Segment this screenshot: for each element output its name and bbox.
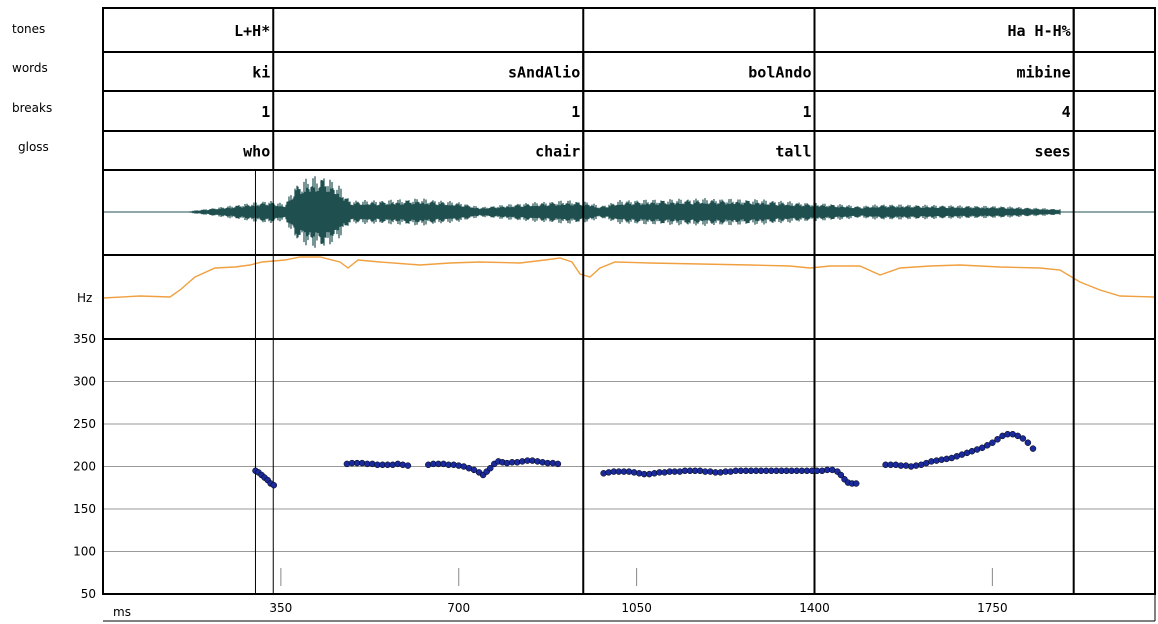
- tier-gloss-cell-0: who: [243, 143, 270, 161]
- f0-point: [978, 444, 986, 452]
- f0-point: [989, 439, 996, 446]
- figure-frame: [102, 7, 1156, 622]
- f0-point: [270, 481, 278, 489]
- y-tick-label: 350: [73, 332, 96, 346]
- f0-grid: [103, 381, 1155, 552]
- tier-label-words: words: [12, 61, 48, 75]
- y-tick-label: 100: [73, 545, 96, 559]
- tier-label-gloss: gloss: [18, 140, 49, 154]
- tier-label-breaks: breaks: [12, 101, 52, 115]
- y-tick-label: 300: [73, 375, 96, 389]
- tier-breaks-cell-2: 1: [802, 103, 811, 121]
- x-tick-label: 350: [269, 601, 292, 615]
- tier-words-cell-1: sAndAlio: [508, 64, 580, 82]
- x-axis-label: ms: [113, 605, 131, 619]
- intensity-contour: [102, 256, 1156, 299]
- tier-words-cell-2: bolAndo: [748, 64, 811, 82]
- intensity-unit-label: Hz: [77, 291, 92, 305]
- tier-gloss-cell-2: tall: [775, 143, 811, 161]
- tier-breaks-cell-3: 4: [1062, 103, 1071, 121]
- tier-label-tones: tones: [12, 22, 45, 36]
- time-x-axis: 350 700 1050 1400 1750: [269, 568, 1008, 615]
- tier-cells: L+H* Ha H-H% ki sAndAlio bolAndo mibine 1 1 1 4 wh…: [234, 8, 1075, 170]
- tier-tones-cell-0: L+H*: [234, 22, 270, 40]
- f0-point: [1019, 435, 1027, 442]
- y-tick-label: 250: [73, 417, 96, 431]
- tier-gloss-cell-3: sees: [1035, 143, 1071, 161]
- f0-point: [487, 464, 494, 472]
- f0-point: [1029, 445, 1037, 452]
- waveform-trace: [189, 176, 1061, 248]
- f0-y-axis: 50 100 150 200 250 300 350: [73, 332, 96, 601]
- f0-point: [837, 471, 845, 479]
- f0-points: [252, 430, 1037, 489]
- x-tick-label: 1050: [621, 601, 652, 615]
- y-tick-label: 50: [81, 587, 96, 601]
- waveform: [103, 176, 1155, 248]
- f0-point: [1024, 439, 1032, 446]
- tier-gloss-cell-1: chair: [535, 143, 580, 161]
- tier-words-cell-3: mibine: [1016, 64, 1070, 82]
- f0-point: [470, 466, 478, 474]
- x-tick-label: 1750: [977, 601, 1008, 615]
- f0-point: [1014, 432, 1022, 440]
- f0-point: [984, 442, 991, 449]
- f0-point: [852, 480, 860, 487]
- tier-words-cell-0: ki: [252, 64, 270, 82]
- y-tick-label: 150: [73, 502, 96, 516]
- tier-breaks-cell-0: 1: [261, 103, 270, 121]
- x-tick-label: 700: [447, 601, 470, 615]
- f0-point: [404, 462, 412, 469]
- f0-point: [994, 436, 1001, 443]
- y-tick-label: 200: [73, 460, 96, 474]
- x-tick-label: 1400: [799, 601, 830, 615]
- tier-breaks-cell-1: 1: [571, 103, 580, 121]
- tier-tones-cell-1: Ha H-H%: [1007, 22, 1070, 40]
- f0-point: [554, 460, 562, 468]
